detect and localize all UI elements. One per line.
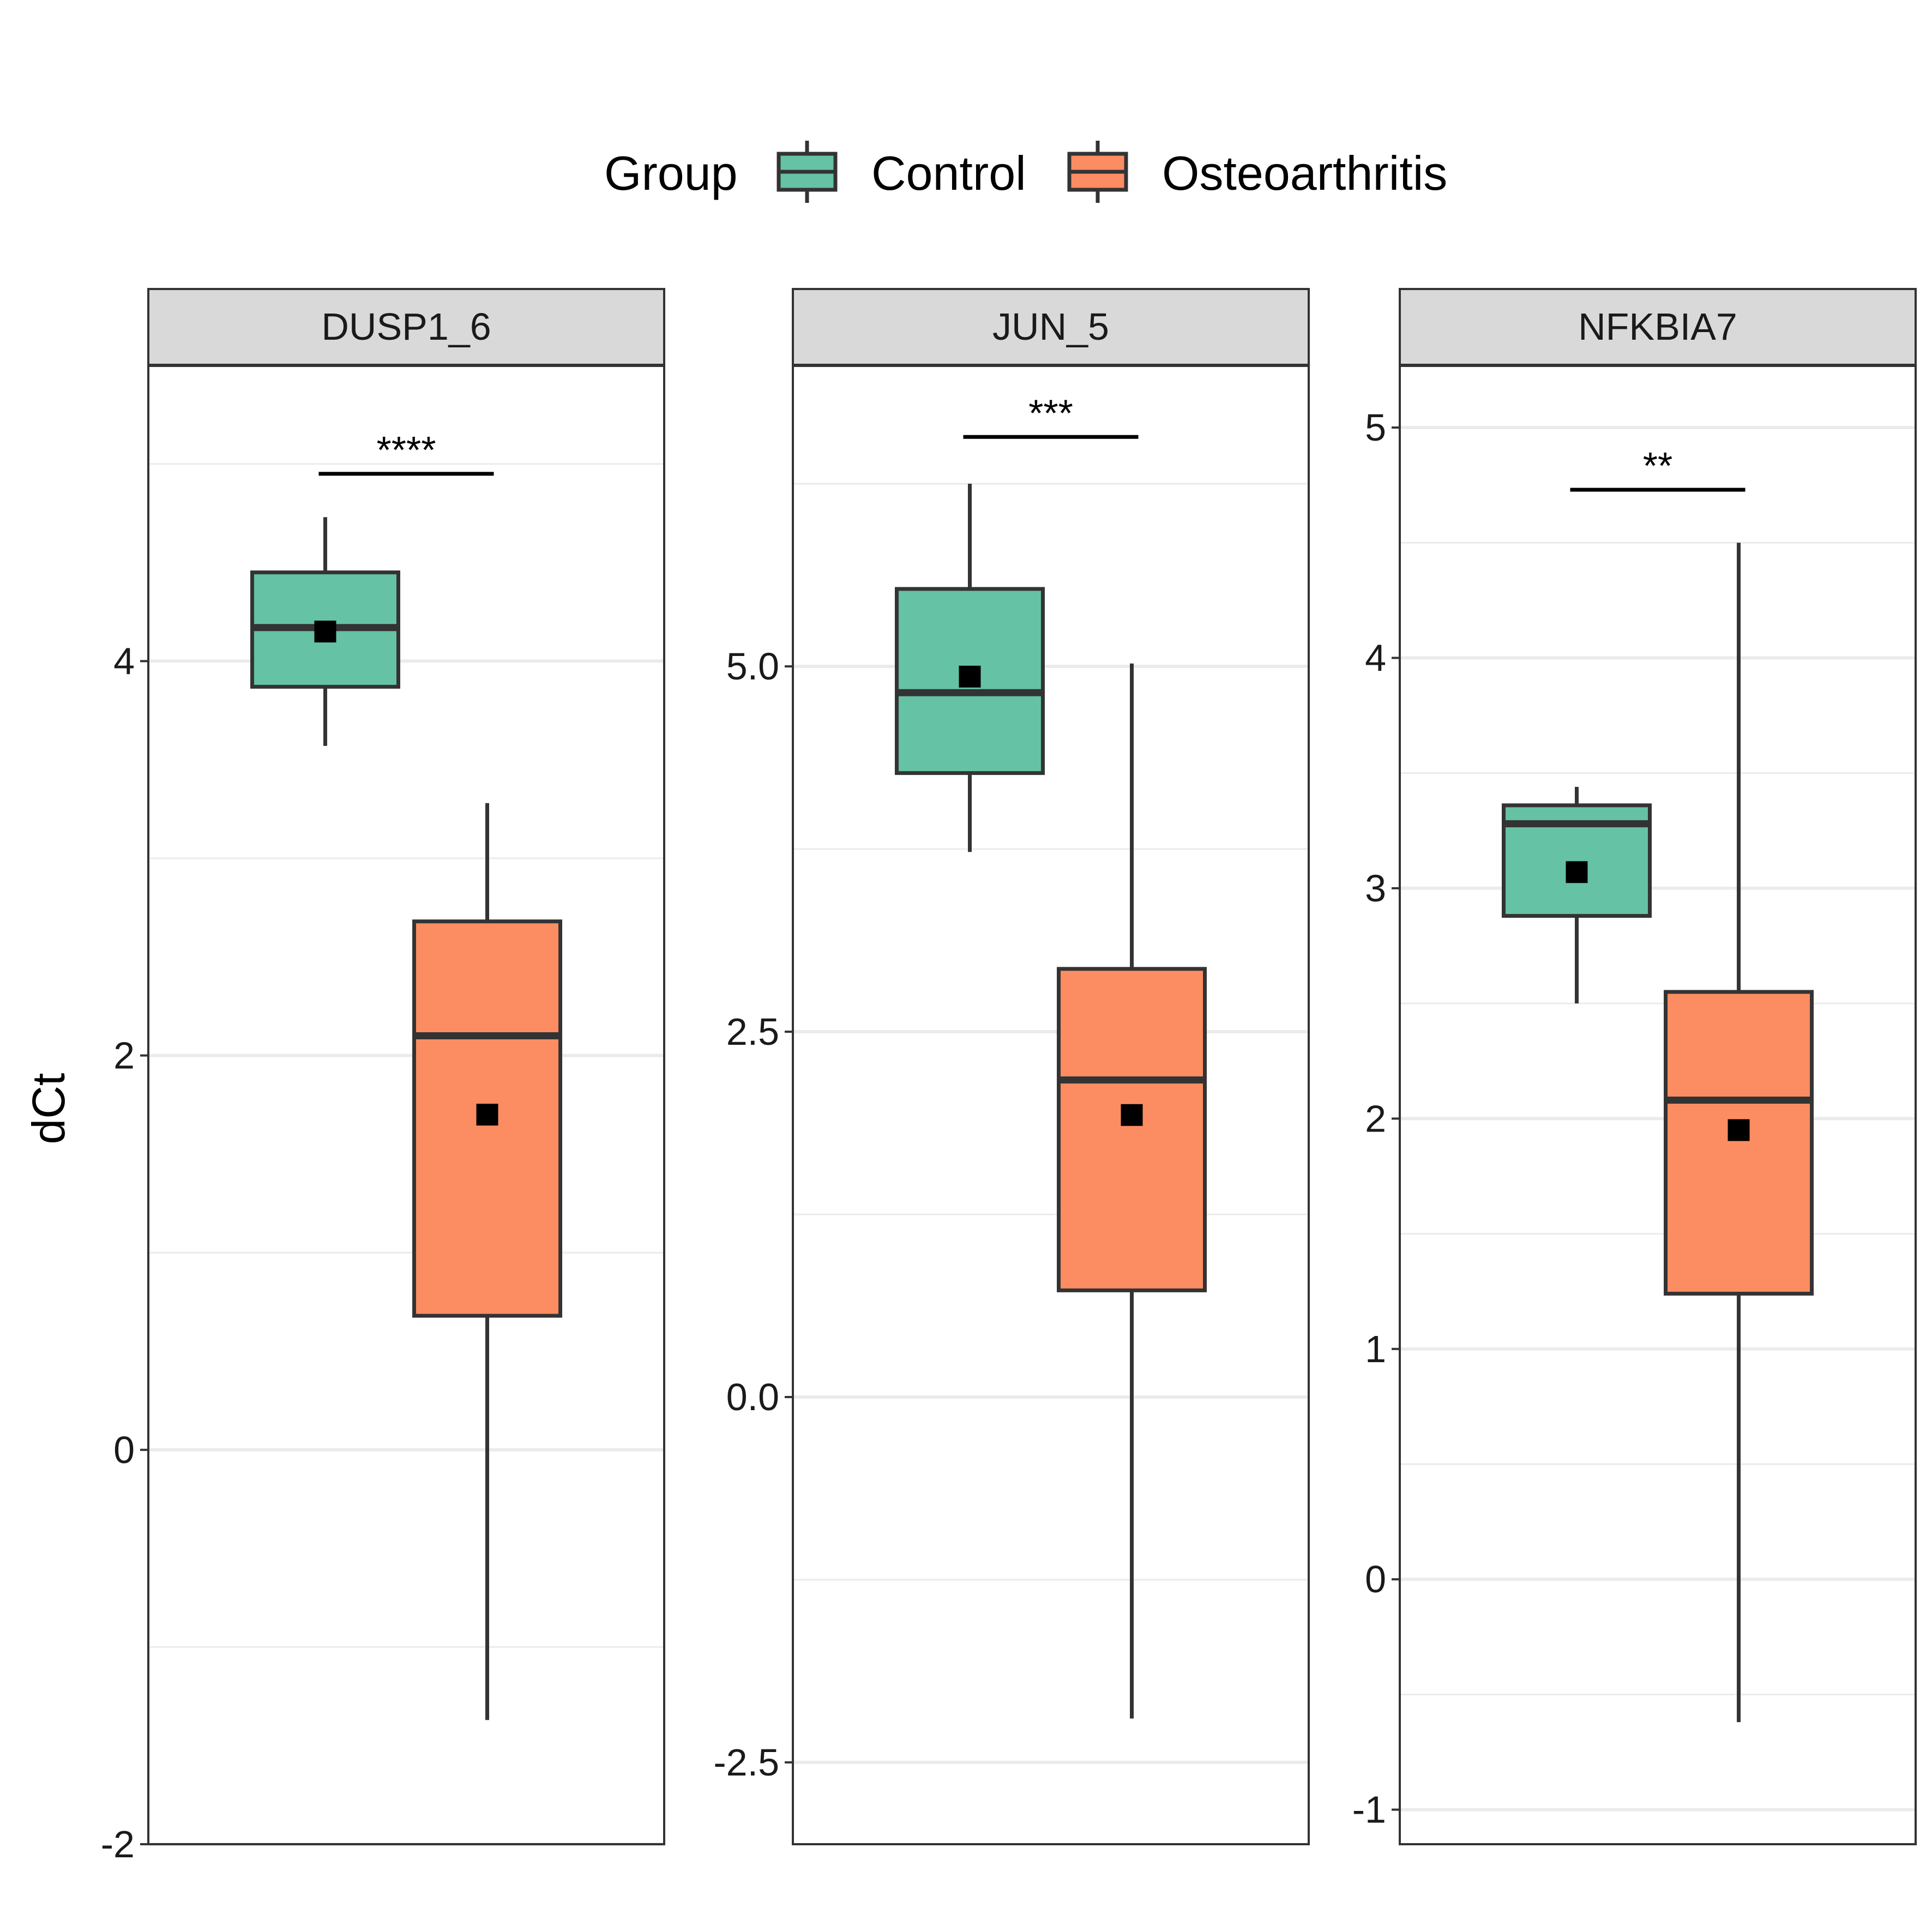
box-osteoarthritis (1664, 543, 1814, 1723)
box-osteoarthritis (1057, 663, 1207, 1719)
box-iqr (1057, 967, 1207, 1292)
y-tick-label: 2 (113, 1034, 135, 1077)
box-control (250, 517, 400, 746)
strip-label: JUN_5 (992, 305, 1109, 348)
box-control (1501, 787, 1652, 1004)
panel-nfkbia7: NFKBIA7 -1 0 1 2 3 4 5 ** (1352, 288, 1917, 1845)
box-osteoarthritis (412, 803, 563, 1720)
mean-marker (1121, 1104, 1143, 1126)
mean-marker (476, 1104, 498, 1126)
strip-background (147, 288, 665, 366)
legend-label-osteoarthritis: Osteoarthritis (1162, 146, 1447, 200)
y-tick-label: 0 (1365, 1558, 1386, 1600)
y-tick-label: 0.0 (726, 1376, 779, 1418)
y-tick-label: -2.5 (713, 1741, 779, 1784)
y-tick-label: 0 (113, 1429, 135, 1471)
panel-dusp1-6: DUSP1_6 -2 0 2 4 **** (101, 288, 665, 1865)
y-tick-label: 5.0 (726, 645, 779, 688)
strip-label: NFKBIA7 (1578, 305, 1737, 348)
mean-marker (1566, 861, 1588, 883)
y-tick-label: 4 (1365, 636, 1386, 679)
legend-title: Group (604, 146, 738, 200)
legend-key-osteoarthritis (1067, 141, 1128, 203)
legend-key-control (777, 141, 838, 203)
legend: Group Control Osteoarthritis (604, 141, 1447, 203)
strip-label: DUSP1_6 (321, 305, 491, 348)
mean-marker (314, 621, 336, 643)
y-tick-label: 2 (1365, 1097, 1386, 1140)
box-control (894, 484, 1045, 852)
panel-background (148, 365, 664, 1844)
mean-marker (1728, 1119, 1750, 1141)
significance-label: **** (377, 429, 436, 471)
panel-background (793, 365, 1309, 1844)
panel-background (1400, 365, 1916, 1844)
mean-marker (959, 665, 981, 688)
y-tick-label: 5 (1365, 406, 1386, 449)
y-tick-label: 4 (113, 640, 135, 682)
box-iqr (1664, 990, 1814, 1296)
significance-label: ** (1643, 444, 1672, 487)
significance-label: *** (1028, 392, 1073, 434)
facet-panels: DUSP1_6 -2 0 2 4 **** JUN_5 -2.5 0.0 2.5 5.0 *** NFK… (101, 288, 1917, 1865)
y-tick-label: 3 (1365, 867, 1386, 910)
y-tick-label: -1 (1352, 1789, 1386, 1831)
panel-jun-5: JUN_5 -2.5 0.0 2.5 5.0 *** (713, 288, 1310, 1845)
y-tick-label: -2 (101, 1823, 135, 1865)
y-tick-label: 1 (1365, 1328, 1386, 1370)
y-axis-title: dCt (23, 1073, 74, 1145)
legend-label-control: Control (871, 146, 1026, 200)
y-tick-label: 2.5 (726, 1010, 779, 1053)
